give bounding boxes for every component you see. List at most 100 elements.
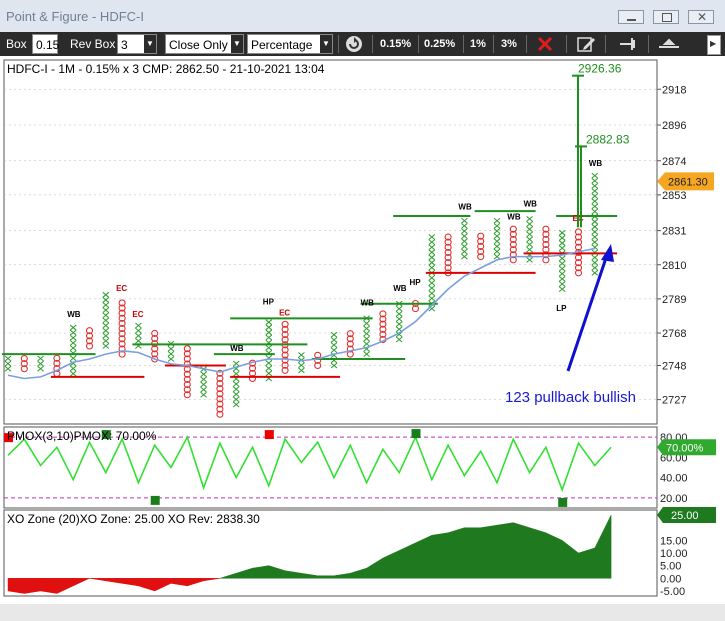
x-box <box>363 341 370 347</box>
o-box <box>509 235 517 243</box>
o-box <box>151 329 159 337</box>
x-box <box>232 396 240 403</box>
x-box <box>493 233 501 240</box>
main-chart-title: HDFC-I - 1M - 0.15% x 3 CMP: 2862.50 - 2… <box>7 62 325 76</box>
x-box <box>102 332 110 339</box>
x-box <box>135 337 142 344</box>
x-box <box>461 217 468 224</box>
xo-area-segment <box>464 527 481 579</box>
o-box <box>346 335 354 343</box>
x-box <box>428 234 436 240</box>
x-box <box>102 322 110 329</box>
restore-button[interactable] <box>653 10 679 24</box>
o-box <box>444 238 452 246</box>
y-tick-label: 2896 <box>662 120 686 132</box>
box-type-select[interactable]: Percentage ▼ <box>247 34 333 54</box>
o-box <box>346 345 354 353</box>
x-box <box>200 391 207 398</box>
o-box <box>248 364 257 372</box>
o-box <box>509 230 517 238</box>
o-box <box>509 251 517 259</box>
xo-area-segment <box>529 527 547 579</box>
refresh-icon <box>346 36 362 52</box>
o-box <box>151 334 159 343</box>
y-tick-label: 10.00 <box>660 548 688 560</box>
pmox-line <box>7 435 612 493</box>
o-box <box>477 237 485 245</box>
x-box <box>232 386 240 393</box>
pin-button[interactable] <box>617 35 639 53</box>
x-box <box>493 243 501 250</box>
x-box <box>102 343 110 349</box>
oscillator-marker-label: 70.00% <box>666 442 704 454</box>
x-box <box>591 234 599 240</box>
x-box <box>428 285 436 292</box>
x-box <box>298 352 305 358</box>
xo-area-segment <box>317 575 335 579</box>
x-box <box>69 345 77 351</box>
preset-button-1[interactable]: 0.15% <box>380 38 412 50</box>
x-box <box>428 275 436 281</box>
preset-button-4[interactable]: 3% <box>501 38 517 50</box>
x-box <box>493 253 501 260</box>
o-box <box>509 246 517 254</box>
x-box <box>493 248 501 255</box>
y-tick-label: 5.00 <box>660 561 681 573</box>
o-box <box>118 345 126 353</box>
x-box <box>428 254 436 261</box>
preset-button-2[interactable]: 0.25% <box>424 38 456 50</box>
horizontal-line-button[interactable] <box>657 35 681 53</box>
x-box <box>265 365 273 372</box>
y-tick-label: 2874 <box>662 156 686 168</box>
x-box <box>395 336 403 343</box>
o-box <box>574 264 583 272</box>
x-box <box>558 229 566 236</box>
o-box <box>118 335 126 343</box>
x-box <box>428 264 436 271</box>
o-box <box>118 299 126 307</box>
x-box <box>330 342 338 348</box>
x-box <box>395 311 403 317</box>
o-box <box>183 380 191 389</box>
o-box <box>574 233 583 241</box>
close-window-button[interactable]: ✕ <box>688 10 714 24</box>
main-panel-frame <box>3 59 658 425</box>
x-box <box>102 302 110 308</box>
delete-button[interactable] <box>536 35 554 53</box>
y-tick-label: 2748 <box>662 361 686 373</box>
toolbar-divider <box>526 35 527 53</box>
x-box <box>591 172 599 179</box>
x-box <box>200 381 207 388</box>
o-box <box>444 253 452 262</box>
toolbar-overflow-button[interactable]: ▶ <box>707 35 721 55</box>
minimize-button[interactable] <box>618 10 644 24</box>
preset-button-3[interactable]: 1% <box>470 38 486 50</box>
pencil-icon <box>577 37 595 52</box>
o-box <box>183 370 191 378</box>
x-box <box>526 216 533 222</box>
x-box <box>428 295 436 302</box>
toolbar: Box 0.15 Rev Box 3 ▼ Close Only ▼ Percenta… <box>0 32 725 56</box>
o-box <box>281 366 289 374</box>
o-box <box>118 314 126 322</box>
pattern-label: WB <box>67 310 81 319</box>
x-box <box>135 332 142 339</box>
price-type-select[interactable]: Close Only ▼ <box>165 34 244 54</box>
xo-area-segment <box>7 578 25 594</box>
chevron-down-icon: ▼ <box>144 35 156 53</box>
o-box <box>379 330 387 338</box>
xo-area-segment <box>496 522 514 579</box>
minimize-icon <box>627 19 636 21</box>
draw-button[interactable] <box>576 35 596 53</box>
refresh-button[interactable] <box>344 34 364 54</box>
x-box <box>363 330 370 337</box>
rev-box-select[interactable]: 3 ▼ <box>117 34 157 54</box>
x-box <box>37 355 44 362</box>
x-box <box>591 208 599 215</box>
x-box <box>37 360 44 367</box>
signal-marker <box>264 430 274 440</box>
signal-marker <box>101 430 111 440</box>
x-box <box>69 370 77 377</box>
x-box <box>428 244 436 251</box>
box-size-input[interactable]: 0.15 <box>32 34 59 54</box>
